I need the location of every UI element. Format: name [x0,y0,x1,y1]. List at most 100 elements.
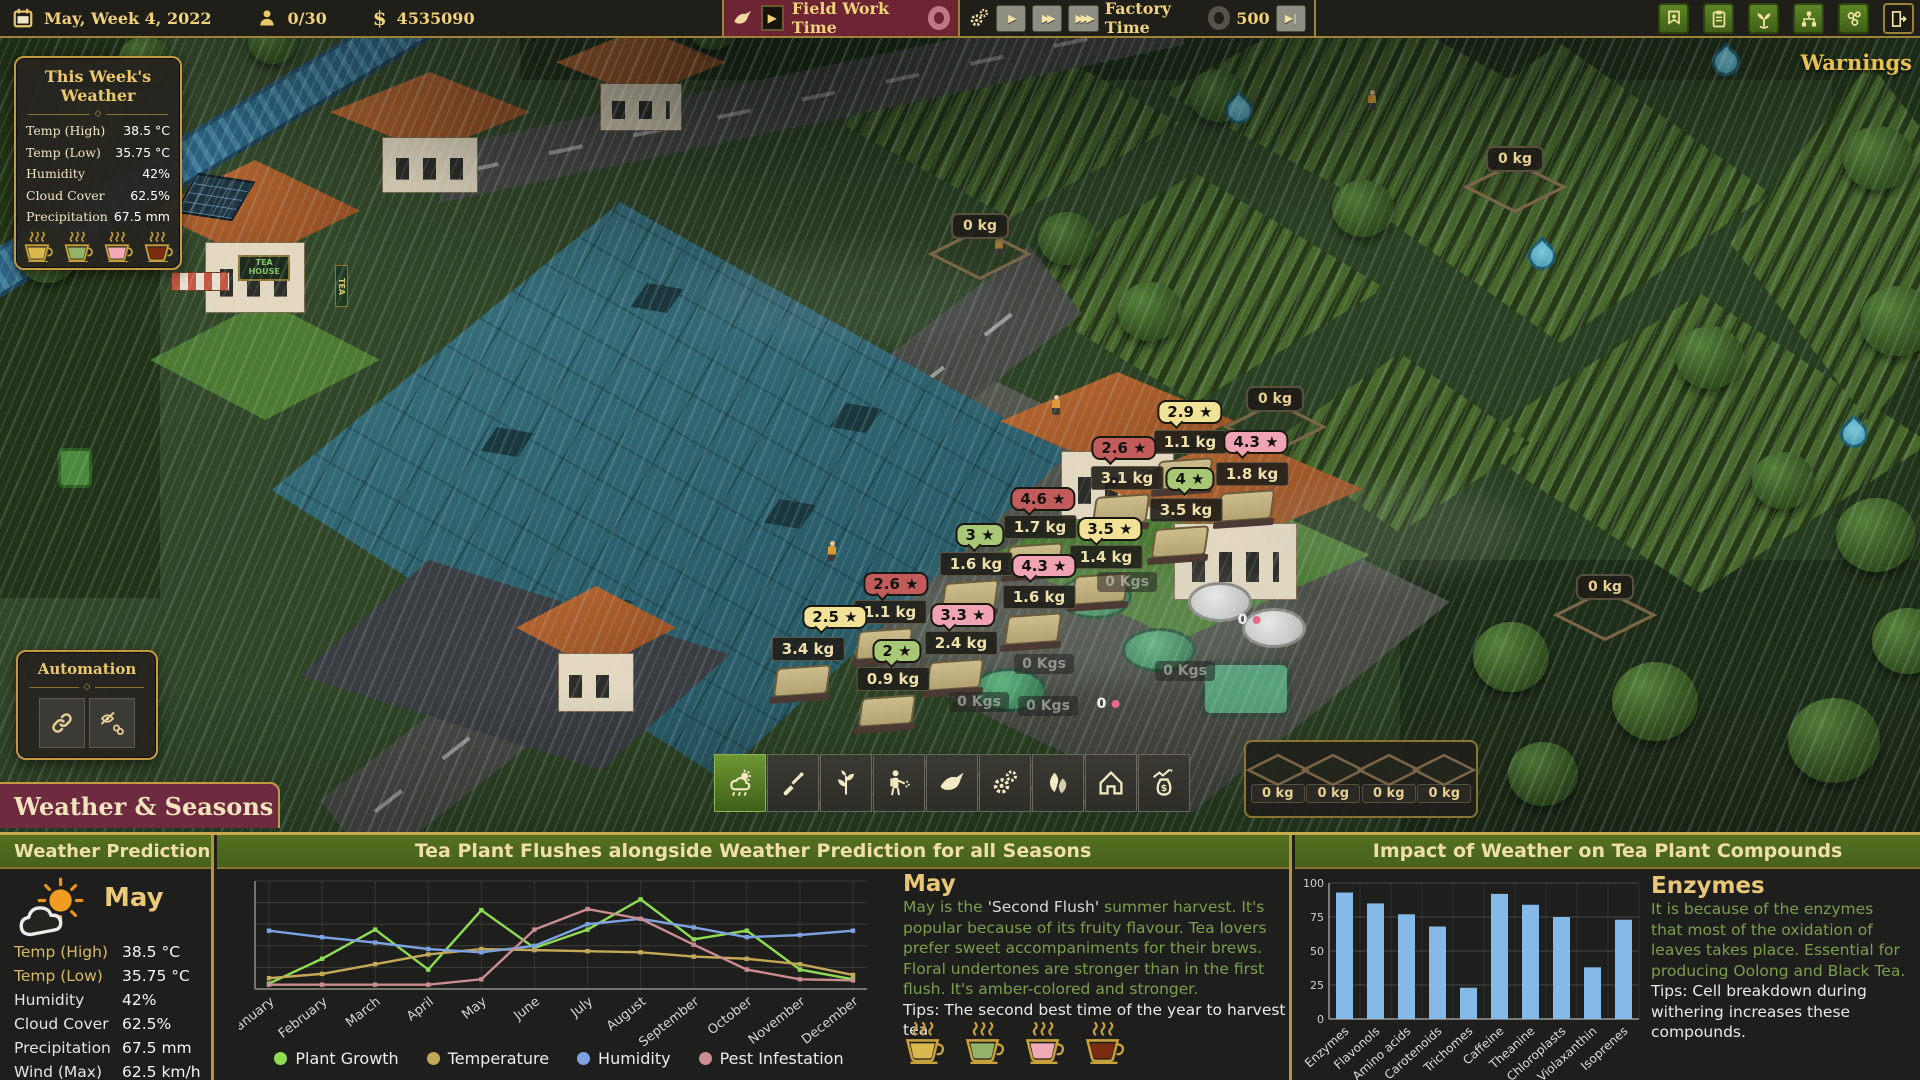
svg-text:25: 25 [1310,979,1324,992]
prediction-row: Humidity 42% [14,991,203,1009]
legend-dot [426,1052,440,1065]
exit-button[interactable] [1883,3,1914,34]
month-tea-cups [901,1021,1127,1064]
link-automation-button[interactable] [39,698,85,748]
warnings-label[interactable]: Warnings [1800,50,1912,75]
desc-start: May is the [903,898,988,916]
prediction-row: Temp (High) 38.5 °C [14,943,203,961]
legend-item: Pest Infestation [698,1049,844,1068]
weather-row: Temp (High) 38.5 °C [26,123,170,138]
compound-info-tips: Tips: Cell breakdown during withering in… [1651,982,1867,1041]
tea-cup-icon [64,231,93,263]
field-work-icon [734,10,752,24]
svg-text:August: August [604,994,649,1034]
prediction-row-value: 35.75 °C [122,967,190,985]
svg-text:50: 50 [1310,945,1324,958]
trough-slot[interactable]: 0 kg [1245,753,1311,803]
svg-text:October: October [705,994,756,1038]
trough-weight-label: 0 kg [1250,784,1305,803]
tool-weather-button[interactable] [714,754,766,812]
prediction-row-value: 62.5% [122,1015,172,1033]
svg-text:75: 75 [1310,911,1324,924]
weather-panel: This Week's Weather ◇ Temp (High) 38.5 °C… [14,56,182,270]
field-play-button[interactable]: ▶ [760,5,784,31]
field-work-time-control: ▶ Field Work Time [722,0,960,37]
trough-weight-label: 0 kg [1417,784,1472,803]
tool-trowel-button[interactable] [767,754,819,812]
trough-slot[interactable]: 0 kg [1356,753,1422,803]
trough-slot[interactable]: 0 kg [1300,753,1366,803]
compound-info-description: It is because of the enzymes that most o… [1651,900,1906,980]
svg-text:May: May [459,994,490,1023]
svg-text:December: December [799,994,862,1048]
svg-text:July: July [568,994,597,1021]
svg-text:February: February [276,994,331,1041]
trough-weight-label: 0 kg [1306,784,1361,803]
harvest-bird-icon [940,772,964,790]
hide-links-button[interactable] [89,698,135,748]
weather-seasons-panel: Weather Prediction May Temp (High) 38.5 °… [0,832,1920,1080]
compound-info: Enzymes It is because of the enzymes tha… [1651,873,1909,1042]
prediction-row-label: Temp (High) [14,943,108,961]
compounds-button[interactable] [1838,3,1869,34]
speed-3x-button[interactable]: ▶▶▶ [1068,4,1099,32]
skip-to-end-button[interactable]: ▶| [1275,4,1307,32]
gears-icon [993,770,1017,794]
tool-machines-button[interactable] [979,754,1031,812]
svg-text:November: November [746,994,809,1048]
legend-label: Temperature [447,1049,550,1068]
tool-leaves-button[interactable] [1032,754,1084,812]
tea-cup-icon [24,231,53,263]
legend-label: Humidity [598,1049,671,1068]
goals-button[interactable] [1658,3,1689,34]
tool-pest-control-button[interactable] [873,754,925,812]
weather-row-value: 35.75 °C [115,144,170,160]
weather-row: Cloud Cover 62.5% [26,188,170,203]
weather-row-label: Temp (Low) [26,144,101,160]
top-bar-left: May, Week 4, 2022 0/30 $ 4535090 [0,6,475,30]
plantation-map: TEA HOUSE TEA [0,38,1920,832]
hierarchy-button[interactable] [1793,3,1824,34]
top-bar-right [1658,3,1914,34]
weather-row-label: Humidity [26,166,85,181]
speed-2x-button[interactable]: ▶▶ [1032,4,1063,32]
prediction-row-label: Temp (Low) [14,967,103,985]
prediction-row-label: Wind (Max) [14,1063,103,1080]
tea-cup-icon [1025,1021,1065,1064]
weather-rows: Temp (High) 38.5 °C Temp (Low) 35.75 °C Humi… [26,123,170,224]
svg-text:June: June [511,994,543,1024]
svg-text:0: 0 [1317,1013,1324,1026]
weather-row-value: 42% [142,166,170,181]
compounds-header: Impact of Weather on Tea Plant Compounds [1295,835,1920,869]
weather-row: Temp (Low) 35.75 °C [26,145,170,160]
map-toolbar: $ [714,754,1190,812]
speed-1x-button[interactable]: ▶ [995,4,1027,32]
svg-text:100: 100 [1303,877,1324,890]
weather-row: Humidity 42% [26,166,170,181]
finance-icon: $ [1152,768,1173,796]
prediction-row-value: 42% [122,991,157,1009]
factory-time-progress-ring [1208,6,1231,30]
tool-finance-button[interactable]: $ [1138,754,1190,812]
prediction-row-label: Humidity [14,991,85,1009]
money-amount: 4535090 [396,8,475,28]
weather-prediction-section: Weather Prediction May Temp (High) 38.5 °… [0,835,214,1080]
leaves-icon [1049,772,1067,794]
prediction-row: Temp (Low) 35.75 °C [14,967,203,985]
legend-label: Plant Growth [295,1049,399,1068]
automation-buttons [18,698,156,748]
tool-plant-button[interactable] [820,754,872,812]
tool-harvest-button[interactable] [926,754,978,812]
prediction-row: Wind (Max) 62.5 km/h [14,1063,203,1080]
legend-item: Temperature [426,1049,550,1068]
tool-buildings-button[interactable] [1085,754,1137,812]
withering-trough-panel: 0 kg 0 kg 0 kg 0 kg [1244,740,1478,818]
weather-row-label: Temp (High) [26,123,106,138]
plants-button[interactable] [1748,3,1779,34]
trough-slot[interactable]: 0 kg [1411,753,1477,803]
weather-row-value: 62.5% [130,187,170,203]
desc-end: summer harvest. It's popular because of … [903,898,1267,999]
tasks-button[interactable] [1703,3,1734,34]
